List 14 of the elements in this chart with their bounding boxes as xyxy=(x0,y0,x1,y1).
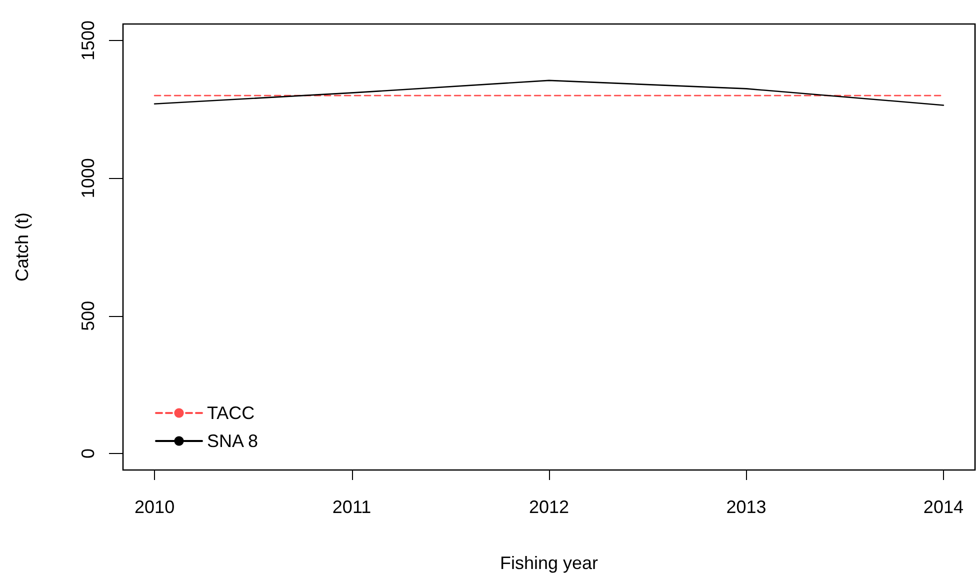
x-tick-label: 2013 xyxy=(726,497,766,517)
legend-label: SNA 8 xyxy=(207,431,258,451)
y-tick-label: 0 xyxy=(78,448,98,458)
y-tick-label: 500 xyxy=(78,300,98,331)
y-axis-title: Catch (t) xyxy=(12,212,32,282)
x-axis-title: Fishing year xyxy=(500,553,598,573)
x-tick-label: 2010 xyxy=(134,497,175,517)
y-tick-label: 1000 xyxy=(78,158,98,198)
y-tick-label: 1500 xyxy=(78,20,98,61)
x-tick-label: 2014 xyxy=(923,497,964,517)
legend-label: TACC xyxy=(207,403,255,423)
line-series xyxy=(154,80,944,106)
x-tick-label: 2012 xyxy=(528,497,570,517)
x-tick-label: 2011 xyxy=(332,497,372,517)
